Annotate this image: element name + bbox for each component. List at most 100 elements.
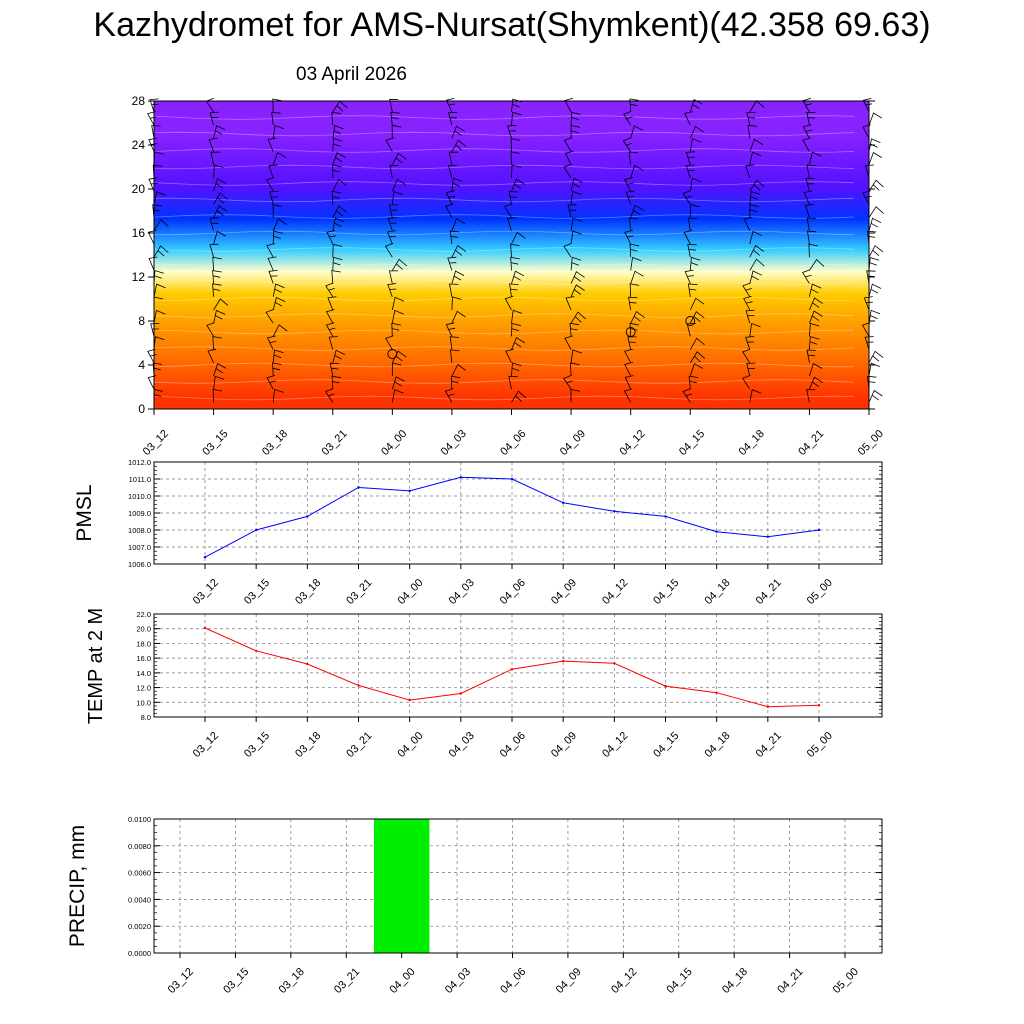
wind-barb [267, 137, 277, 152]
data-point [664, 684, 667, 688]
wind-barb [684, 111, 693, 126]
y-tick-label: 0.0100 [128, 815, 151, 824]
chart-date: 03 April 2026 [296, 64, 407, 85]
wind-barb [448, 151, 458, 165]
wind-barb [808, 243, 818, 258]
wind-barb [511, 164, 522, 179]
x-tick-label: 04_15 [665, 966, 695, 996]
wind-barb [809, 283, 822, 297]
wind-barb [570, 284, 585, 297]
wind-barb [391, 178, 406, 192]
wind-barb [683, 229, 693, 245]
x-tick-label: 03_21 [344, 577, 374, 607]
wind-barb [449, 336, 460, 350]
wind-barb [272, 98, 282, 113]
wind-barb [689, 256, 701, 271]
data-point [254, 649, 258, 652]
data-point [510, 667, 514, 671]
wind-barb [451, 244, 467, 258]
y-tick-label: 0.0060 [128, 869, 151, 878]
wind-barb [809, 336, 820, 350]
wind-barb [622, 137, 633, 152]
wind-barb [148, 256, 158, 271]
wind-barb [272, 349, 284, 363]
wind-barb [511, 322, 521, 337]
wind-barb [809, 363, 823, 377]
wind-barb [445, 98, 456, 113]
wind-barb [630, 256, 642, 271]
wind-barb [391, 152, 407, 165]
wind-barb [329, 362, 340, 377]
wind-barb [451, 218, 466, 231]
plot-frame [153, 613, 883, 718]
wind-barb [325, 322, 336, 337]
wind-barb [689, 99, 703, 113]
wind-barb [331, 375, 342, 390]
wind-barb [809, 322, 820, 337]
wind-barb [570, 256, 582, 271]
axis-label: PMSL [73, 484, 96, 541]
wind-barb [511, 111, 522, 126]
wind-barb [272, 283, 285, 297]
wind-barb [570, 124, 581, 139]
isoline [153, 296, 855, 302]
data-point [715, 530, 718, 533]
y-tick-label: 22.0 [136, 610, 151, 619]
wind-barb [266, 177, 275, 192]
wind-barb [325, 282, 335, 298]
x-tick-label: 03_15 [221, 966, 251, 996]
wind-temperature-panel: 0 4 8 12 16 20 24 28 03_12 03_15 03_18 03_21 04_00 04… [132, 94, 886, 458]
x-tick-label: 04_09 [554, 966, 584, 996]
wind-barb [749, 138, 764, 152]
wind-barb [570, 190, 582, 205]
y-tick-label: 18.0 [136, 639, 151, 648]
wind-barb [209, 217, 219, 231]
x-tick-label: 04_21 [796, 428, 826, 458]
wind-barb [391, 124, 402, 139]
wind-barb [803, 190, 813, 205]
x-tick-label: 04_00 [379, 428, 409, 458]
wind-barb [868, 256, 880, 271]
wind-barb [685, 151, 695, 165]
wind-barb [385, 137, 395, 152]
x-tick-label: 04_06 [498, 966, 528, 996]
wind-barb [746, 362, 756, 377]
wind-barb [689, 138, 702, 152]
wind-barb [269, 191, 279, 205]
wind-barb [624, 229, 634, 245]
y-tick-label: 16.0 [136, 654, 151, 663]
axis-label: PRECIP, mm [66, 825, 89, 947]
wind-barb [332, 125, 344, 139]
wind-barb [868, 350, 884, 363]
wind-barb [630, 165, 644, 179]
wind-barb [630, 310, 645, 324]
wind-barb [868, 179, 884, 192]
wind-barb [510, 138, 521, 152]
wind-barb [213, 375, 225, 390]
wind-barb [445, 190, 456, 205]
x-tick-label: 03_12 [191, 730, 221, 760]
wind-barb [749, 322, 761, 337]
wind-barb [689, 177, 702, 192]
wind-barb [449, 230, 460, 245]
wind-barb [628, 296, 638, 311]
data-point [203, 556, 207, 559]
x-tick-label: 04_18 [702, 577, 732, 607]
x-tick-label: 03_18 [277, 966, 307, 996]
data-point [459, 692, 463, 695]
wind-barb [388, 204, 399, 218]
wind-barb [325, 309, 335, 324]
wind-barb [213, 205, 228, 218]
wind-barb [682, 388, 693, 403]
wind-barb [509, 283, 519, 297]
wind-barb [447, 256, 457, 271]
wind-barb [332, 243, 343, 258]
y-tick-label: 0.0020 [128, 922, 151, 931]
wind-barb [212, 336, 222, 350]
page-title: Kazhydromet for AMS-Nursat(Shymkent)(42.… [93, 6, 931, 44]
wind-barb [624, 375, 634, 390]
x-tick-label: 05_00 [805, 577, 835, 607]
y-tick-label: 1006.0 [128, 560, 151, 569]
wind-barb [213, 309, 226, 324]
